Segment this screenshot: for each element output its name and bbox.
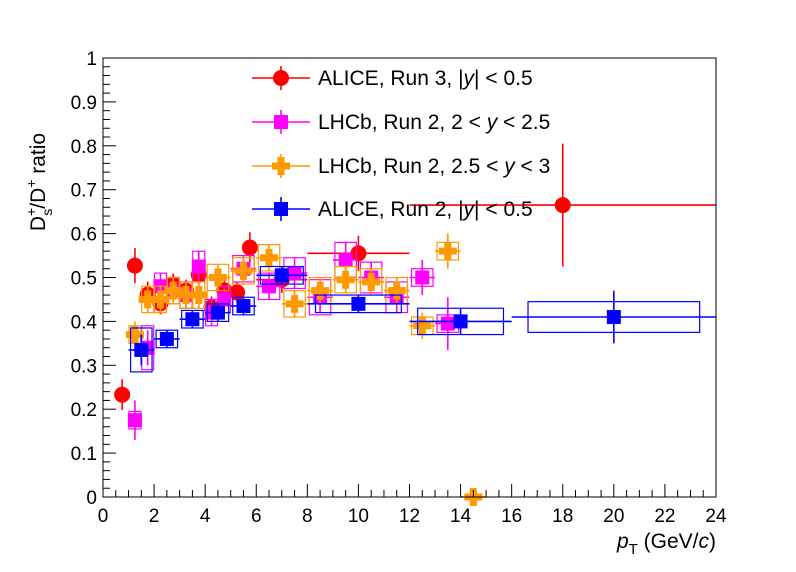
y-tick-label: 1 [86,49,97,70]
legend-marker [274,115,288,129]
data-point [134,342,149,357]
data-point [217,292,232,307]
data-point [274,268,289,283]
data-point [234,261,253,280]
data-point [125,325,144,344]
y-axis-label: D+s/D+ ratio [23,133,55,231]
data-point [440,316,455,331]
y-tick-label: 0.1 [71,444,97,465]
data-point [241,239,258,256]
data-point [285,294,304,313]
data-point [415,270,430,285]
data-point [554,197,571,214]
data-point [185,312,200,327]
legend-entry-2: LHCb, Run 2, 2.5 < y < 3 [252,154,550,178]
data-point [114,386,131,403]
legend-label: ALICE, Run 3, |y| < 0.5 [318,67,533,90]
y-tick-label: 0.2 [71,400,97,421]
y-tick-label: 0.3 [71,356,97,377]
legend: ALICE, Run 3, |y| < 0.5 LHCb, Run 2, 2 < … [252,66,550,221]
x-tick-label: 20 [603,506,624,527]
x-tick-label: 4 [200,506,211,527]
series-3 [128,265,716,373]
data-point [164,281,183,300]
x-tick-label: 22 [654,506,675,527]
x-tick-label: 2 [149,506,160,527]
legend-label: LHCb, Run 2, 2.5 < y < 3 [318,155,550,178]
x-axis-label: pT (GeV/c) [616,530,716,558]
data-point [151,290,170,309]
axis-ticks: 0 2 4 6 8 10 12 14 16 18 20 22 2400.10.20.30.40.50.6… [71,49,727,527]
data-point [208,268,227,287]
legend-label: ALICE, Run 2, |y| < 0.5 [318,198,533,221]
x-tick-label: 8 [302,506,313,527]
data-series-layer [114,143,716,506]
data-point [387,281,406,300]
data-point [229,284,246,301]
y-tick-label: 0.7 [71,181,97,202]
x-tick-label: 0 [98,506,109,527]
data-point [606,310,621,325]
data-point [138,290,157,309]
x-tick-label: 10 [348,506,369,527]
data-point [236,299,251,314]
data-point [262,279,277,294]
data-point [438,242,457,261]
y-tick-label: 0.6 [71,225,97,246]
data-point [177,286,196,305]
y-tick-label: 0.4 [71,312,98,333]
y-tick-label: 0.5 [71,269,97,290]
data-point [351,296,366,311]
data-point [159,331,174,346]
data-point [311,281,330,300]
legend-label: LHCb, Run 2, 2 < y < 2.5 [318,111,550,134]
data-point [453,314,468,329]
data-point [189,286,208,305]
data-point [260,248,279,267]
legend-marker [273,70,289,86]
data-point [210,305,225,320]
x-tick-label: 18 [552,506,573,527]
data-point [338,252,353,267]
data-point [127,413,142,428]
x-tick-label: 12 [399,506,420,527]
legend-marker [272,157,290,175]
x-tick-label: 16 [501,506,522,527]
x-tick-label: 14 [450,506,472,527]
data-point [413,316,432,335]
x-tick-label: 24 [705,506,727,527]
data-point [350,245,367,262]
data-point [362,272,381,291]
legend-entry-1: LHCb, Run 2, 2 < y < 2.5 [252,110,550,134]
data-point [287,266,302,281]
data-point [191,259,206,274]
data-point [126,257,143,274]
legend-marker [274,202,288,216]
y-tick-label: 0.8 [71,137,97,158]
x-tick-label: 6 [251,506,262,527]
y-tick-label: 0.9 [71,93,97,114]
legend-entry-3: ALICE, Run 2, |y| < 0.5 [252,197,533,221]
data-point [336,270,355,289]
legend-entry-0: ALICE, Run 3, |y| < 0.5 [252,66,533,90]
y-tick-label: 0 [86,488,97,509]
